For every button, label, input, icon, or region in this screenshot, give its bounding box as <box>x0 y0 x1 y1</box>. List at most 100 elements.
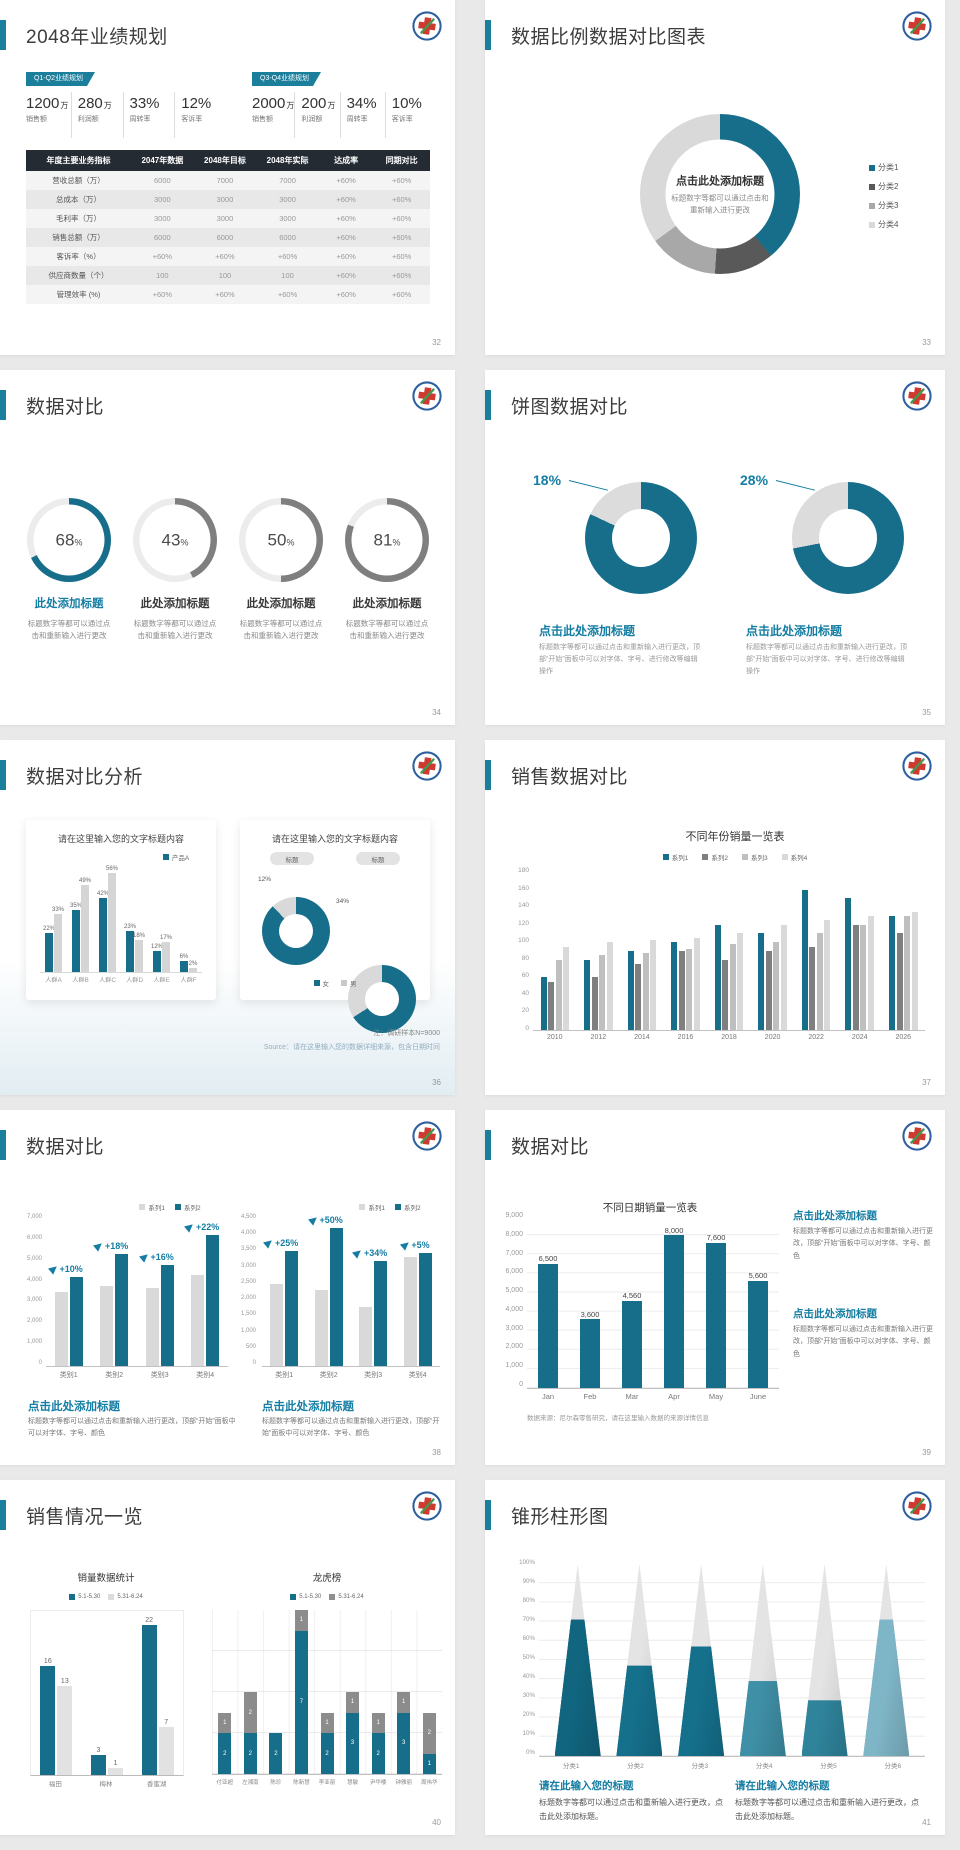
bar-wrap <box>270 1218 284 1366</box>
cone-block-title: 请在此输入您的标题 <box>735 1780 830 1792</box>
bar-wrap: 4,560 <box>622 1216 642 1388</box>
y-tick-label: 4,000 <box>505 1305 523 1313</box>
x-category-label: 2020 <box>764 1034 781 1041</box>
footnote: 注：调研样本N=9000 Source：请在这里输入您的数据详细来源，包含日期时间 <box>160 1028 440 1052</box>
pie-block: 18% 点击此处添加标题 标题数字等都可以通过点击和重新输入进行更改，顶部“开始”面… <box>533 466 708 696</box>
table-cell: 客诉率（%） <box>56 252 101 261</box>
callout-line <box>568 480 608 491</box>
cone <box>801 1564 848 1756</box>
legend-label: 5.31-6.24 <box>117 1594 143 1600</box>
ring-item: 81% 此处添加标题 标题数字等都可以通过点击和重新输入进行更改 <box>340 498 434 641</box>
stack-segment-teal: 2 <box>243 1733 257 1774</box>
y-tick-label: 3,500 <box>240 1246 256 1253</box>
donut-hole: 68% <box>33 504 105 576</box>
stack-segment-teal: 7 <box>294 1630 308 1774</box>
bar <box>374 1260 388 1366</box>
slide-32[interactable]: 2048年业绩规划 Q1-Q2业绩规划 1200万 销售额 280万 利润额 33% 周转率… <box>0 0 455 355</box>
slide-37[interactable]: 销售数据对比 不同年份销量一览表 系列1 系列2 系列3 系列4 180 160 140 120… <box>485 740 945 1095</box>
x-axis-labels: 付亚超 左湘南 陈珍 陈新慧 李亚丽 慧敏 尹华楼 钟雅丽 周伟华 <box>212 1778 442 1786</box>
bar-wrap <box>627 872 634 1030</box>
legend-item: 系列2 <box>702 852 728 862</box>
bar <box>99 897 107 972</box>
table-cell: +60% <box>391 195 412 204</box>
bar-value-label: 42% <box>97 890 110 897</box>
y-axis: 100% 90% 80% 70% 60% 50% 40% 30% 20% 10% 0% <box>507 1559 535 1756</box>
table-cell: +60% <box>336 290 356 299</box>
ring-caption: 标题数字等都可以通过点击和重新输入进行更改 <box>345 619 429 640</box>
y-tick-label: 10% <box>522 1729 535 1737</box>
bar <box>650 939 657 1030</box>
legend-label: 系列2 <box>404 1205 421 1212</box>
ring-title: 此处添加标题 <box>246 598 316 610</box>
ring-caption: 标题数字等都可以通过点击和重新输入进行更改 <box>27 619 111 640</box>
table-cell: +60% <box>152 252 173 261</box>
stat-cell: 2000万 销售额 <box>252 92 294 138</box>
table-cell: 6000 <box>216 233 234 242</box>
ring-value: 68% <box>55 530 83 550</box>
bar <box>141 1624 157 1775</box>
legend-item: 5.31-6.24 <box>108 1594 143 1600</box>
bar <box>45 933 53 972</box>
chart-legend: 女男 <box>285 978 385 988</box>
table-cell: 管理效率 (%) <box>56 290 101 299</box>
bar-wrap: 6% <box>180 866 188 972</box>
gender-donut-chart <box>348 965 416 1033</box>
legend-swatch-icon <box>869 164 875 171</box>
chart-legend: 分类1 分类2 分类3 分类4 <box>869 162 939 230</box>
bar-group <box>794 872 838 1030</box>
slide-34[interactable]: 数据对比 68% 此处添加标题 标题数字等都可以通过点击和重新输入进行更改 43% 此处… <box>0 370 455 725</box>
side-block-text: 标题数字等都可以通过点击和重新输入进行更改，顶部“开始”面板中可以对字体、字号、… <box>793 1228 933 1260</box>
slide-40[interactable]: 销售情况一览 销量数据统计 5.1-5.30 5.31-6.24 16 13 3 1 22 7 福… <box>0 1480 455 1835</box>
bar <box>206 1234 220 1366</box>
table-row: 管理效率 (%) +60% +60% +60% +60% +60% <box>26 285 430 304</box>
bar <box>285 1250 299 1366</box>
slide-39[interactable]: 数据对比 不同日期销量一览表 9,000 8,000 7,000 6,000 5,000 4… <box>485 1110 945 1465</box>
legend-item: 系列1 <box>359 1202 385 1212</box>
stat-label: 客诉率 <box>391 116 413 123</box>
ring-caption: 标题数字等都可以通过点击和重新输入进行更改 <box>133 619 217 640</box>
slide-36[interactable]: 数据对比分析 请在这里输入您的文字标题内容 产品A 22% 33% 35% 49% 42% 5… <box>0 740 455 1095</box>
table-cell: 3000 <box>153 214 171 223</box>
x-category-label: 类别1 <box>275 1372 294 1379</box>
stack-segment-teal: 3 <box>346 1712 360 1774</box>
legend-swatch-icon <box>395 1204 401 1210</box>
growth-label: +5% <box>399 1238 430 1251</box>
bar-group: 42% 56% <box>94 866 121 972</box>
slide-33[interactable]: 数据比例数据对比图表 点击此处添加标题 标题数字等都可以通过点击和重新输入进行更改… <box>485 0 945 355</box>
slide-38[interactable]: 数据对比 系列1 系列2 系列1 系列2 7,000 6,000 5,000 4,000 3,0… <box>0 1110 455 1465</box>
stack-segment-teal: 2 <box>371 1733 385 1774</box>
gender-donut-chart <box>262 897 330 965</box>
table-row: 销售总额（万） 6000 6000 6000 +60% +60% <box>26 228 430 247</box>
chart-legend: 产品A <box>144 852 208 862</box>
x-category-label: 2016 <box>677 1034 694 1041</box>
pill-label: 标题 <box>356 852 400 865</box>
bar-group: +50% <box>307 1214 352 1366</box>
bar-wrap: 6,500 <box>538 1216 558 1388</box>
y-tick-label: 4,500 <box>240 1214 256 1220</box>
title-accent-bar <box>0 1130 6 1160</box>
slide-41[interactable]: 锥形柱形图 100% 90% 80% 70% 60% 50% 40% 30% 20% 10% 0% 分… <box>485 1480 945 1835</box>
legend-item: 系列1 <box>139 1202 165 1212</box>
slide-35[interactable]: 饼图数据对比 18% 点击此处添加标题 标题数字等都可以通过点击和重新输入进行更改，… <box>485 370 945 725</box>
growth-text: +18% <box>104 1240 129 1251</box>
bar-group <box>707 872 751 1030</box>
x-category-label: 慧敏 <box>347 1780 359 1786</box>
page-number: 39 <box>922 1448 931 1457</box>
bar-wrap <box>650 872 657 1030</box>
bar-wrap: 17% <box>160 866 172 972</box>
legend-item: 分类4 <box>869 219 939 230</box>
bar-value-label: 4,560 <box>622 1291 642 1301</box>
donut-hole: 43% <box>139 504 211 576</box>
stat-cell: 1200万 销售额 <box>26 92 71 138</box>
growth-label: +22% <box>184 1221 219 1233</box>
donut-hole <box>819 509 877 567</box>
x-category-label: 李亚丽 <box>318 1780 336 1786</box>
table-cell: 6000 <box>153 233 171 242</box>
growth-text: +5% <box>411 1239 430 1250</box>
bar-wrap: 3,600 <box>580 1216 600 1388</box>
growth-label: +50% <box>307 1214 343 1226</box>
x-category-label: Apr <box>668 1392 680 1401</box>
